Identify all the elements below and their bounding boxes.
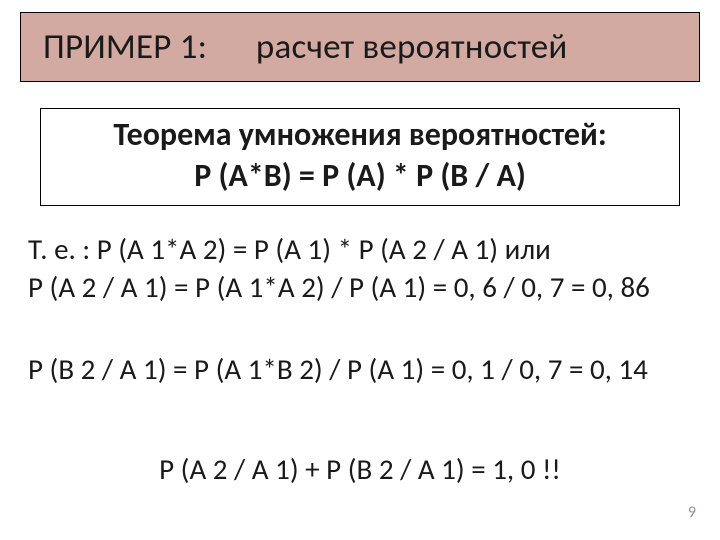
title-text: ПРИМЕР 1: расчет вероятностей	[43, 26, 568, 68]
body-line: Р (А 2 / А 1) + Р (В 2 / А 1) = 1, 0 !!	[0, 450, 720, 488]
body-block-1: Т. е. : Р (А 1*А 2) = Р (А 1) * Р (А 2 /…	[28, 230, 692, 307]
title-right: расчет вероятностей	[256, 26, 568, 68]
body-block-3: Р (А 2 / А 1) + Р (В 2 / А 1) = 1, 0 !!	[0, 450, 720, 488]
title-bar: ПРИМЕР 1: расчет вероятностей	[20, 12, 700, 82]
title-left: ПРИМЕР 1:	[43, 26, 207, 68]
theorem-line1: Теорема умножения вероятностей:	[41, 115, 679, 154]
theorem-line2: Р (А*В) = Р (А) * Р (В / А)	[41, 156, 679, 195]
slide-root: ПРИМЕР 1: расчет вероятностей Теорема ум…	[0, 0, 720, 540]
body-line: Р (А 2 / А 1) = Р (А 1*А 2) / Р (А 1) = …	[28, 268, 692, 306]
body-line: Т. е. : Р (А 1*А 2) = Р (А 1) * Р (А 2 /…	[28, 230, 692, 268]
page-number: 9	[688, 503, 696, 522]
body-block-2: Р (В 2 / А 1) = Р (А 1*В 2) / Р (А 1) = …	[28, 350, 692, 388]
body-line: Р (В 2 / А 1) = Р (А 1*В 2) / Р (А 1) = …	[28, 350, 692, 388]
theorem-box: Теорема умножения вероятностей: Р (А*В) …	[40, 108, 680, 206]
